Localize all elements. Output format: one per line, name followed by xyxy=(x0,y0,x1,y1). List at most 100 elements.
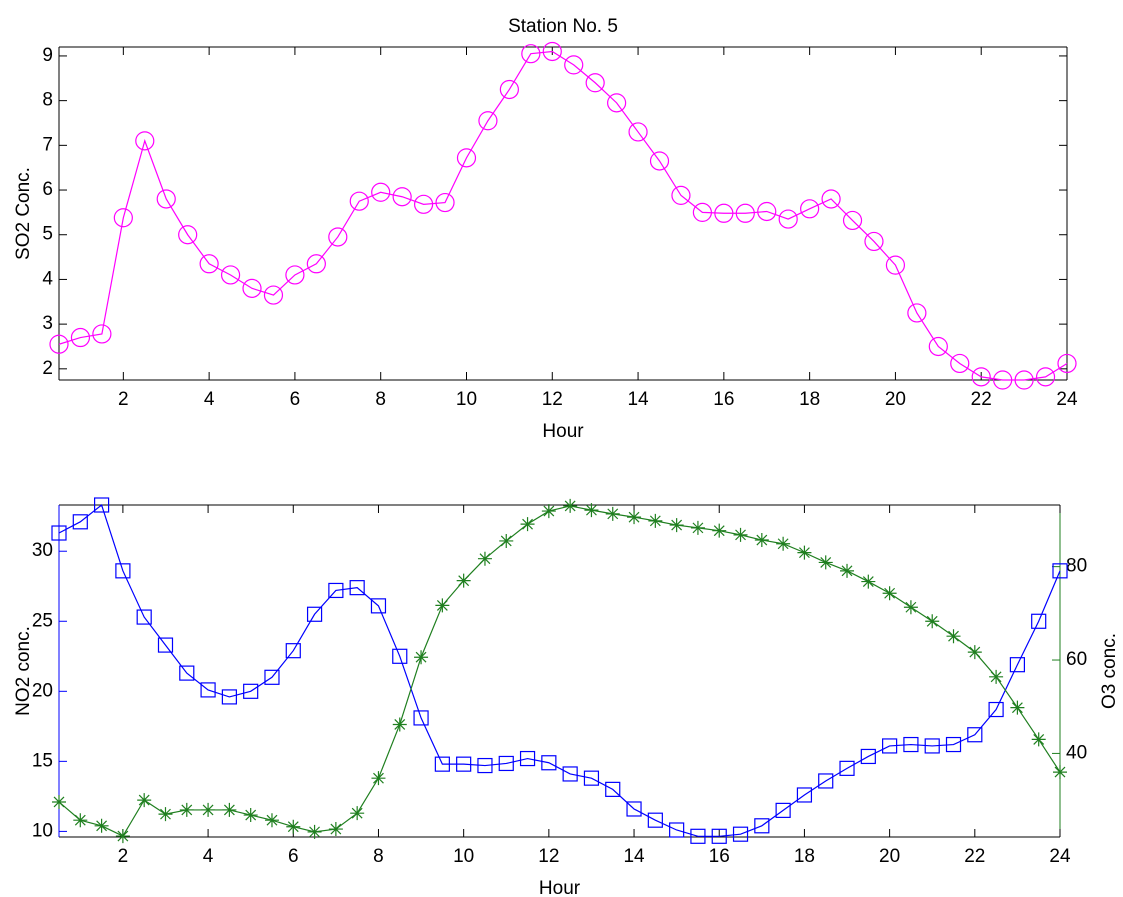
marker xyxy=(199,254,219,274)
marker xyxy=(520,517,535,532)
y-tick-label: 6 xyxy=(42,179,53,200)
marker xyxy=(800,199,820,219)
marker xyxy=(757,201,777,222)
marker xyxy=(860,748,876,765)
marker xyxy=(499,79,519,100)
marker xyxy=(1009,657,1026,673)
x-axis-label: Hour xyxy=(539,878,581,897)
x-tick-label: 18 xyxy=(799,389,820,410)
marker xyxy=(1031,613,1047,629)
x-tick-label: 22 xyxy=(964,846,985,867)
x-tick-label: 14 xyxy=(627,389,649,410)
marker xyxy=(605,506,620,521)
marker xyxy=(967,727,983,743)
marker xyxy=(821,189,841,209)
marker xyxy=(583,770,600,786)
marker xyxy=(49,334,69,354)
marker xyxy=(328,582,344,599)
marker xyxy=(477,757,493,774)
marker xyxy=(306,254,326,274)
marker xyxy=(392,648,408,664)
y-tick-label: 8 xyxy=(42,90,53,111)
x-tick-label: 18 xyxy=(794,846,815,867)
marker xyxy=(328,822,343,837)
marker xyxy=(626,801,642,817)
marker xyxy=(563,498,578,513)
marker xyxy=(179,665,195,681)
marker xyxy=(370,598,387,614)
marker xyxy=(735,203,755,223)
marker xyxy=(478,111,498,131)
marker xyxy=(989,669,1004,684)
marker xyxy=(521,44,541,64)
marker xyxy=(971,367,991,387)
y-tick-label: 5 xyxy=(42,224,53,245)
marker xyxy=(52,794,66,809)
marker xyxy=(156,189,176,209)
marker xyxy=(712,523,727,538)
marker xyxy=(1057,353,1077,374)
marker xyxy=(350,806,365,821)
y-tick-label: 20 xyxy=(32,680,53,701)
marker xyxy=(392,717,407,732)
marker xyxy=(328,227,348,247)
marker xyxy=(628,122,648,142)
marker xyxy=(1035,367,1056,387)
marker xyxy=(754,533,769,548)
marker xyxy=(950,353,970,374)
marker xyxy=(307,824,322,839)
marker xyxy=(797,545,812,560)
marker xyxy=(178,225,198,245)
marker xyxy=(882,586,897,601)
x-tick-label: 10 xyxy=(453,846,474,867)
marker xyxy=(842,210,863,231)
marker xyxy=(456,573,471,588)
marker xyxy=(456,756,472,772)
marker xyxy=(605,781,621,797)
marker xyxy=(907,303,927,323)
marker xyxy=(51,525,67,541)
marker xyxy=(924,738,940,754)
marker xyxy=(1052,563,1068,579)
x-tick-label: 22 xyxy=(971,389,992,410)
marker xyxy=(818,773,834,789)
marker xyxy=(692,202,713,222)
marker xyxy=(839,760,855,776)
marker xyxy=(647,812,663,828)
y2-tick-label: 40 xyxy=(1066,742,1087,763)
x-tick-label: 2 xyxy=(118,846,129,867)
y2-axis-label: O3 conc. xyxy=(1099,633,1120,709)
marker xyxy=(627,510,642,525)
marker xyxy=(414,650,429,665)
marker xyxy=(903,736,919,753)
x-tick-label: 2 xyxy=(118,389,129,410)
marker xyxy=(349,580,365,596)
marker xyxy=(903,600,918,615)
marker xyxy=(690,828,706,844)
marker xyxy=(541,755,557,771)
marker xyxy=(115,563,131,579)
plot-area xyxy=(59,505,1060,837)
y2-tick-label: 60 xyxy=(1066,649,1087,670)
marker xyxy=(1010,700,1025,715)
marker xyxy=(519,750,536,767)
marker xyxy=(840,563,855,578)
marker xyxy=(1014,370,1034,390)
x-tick-label: 4 xyxy=(204,389,215,410)
marker xyxy=(243,808,258,823)
marker xyxy=(306,606,323,622)
marker xyxy=(435,192,455,213)
marker xyxy=(157,637,174,653)
y-tick-label: 9 xyxy=(42,45,53,66)
x-axis-label: Hour xyxy=(542,421,584,442)
x-tick-label: 20 xyxy=(885,389,906,410)
marker xyxy=(499,533,514,548)
y-axis-label: SO2 Conc. xyxy=(13,167,34,260)
x-tick-label: 20 xyxy=(879,846,900,867)
marker xyxy=(92,324,112,344)
marker xyxy=(733,527,748,542)
x-tick-label: 14 xyxy=(623,846,645,867)
y-axis-label: NO2 conc. xyxy=(13,626,34,716)
marker xyxy=(993,370,1013,390)
